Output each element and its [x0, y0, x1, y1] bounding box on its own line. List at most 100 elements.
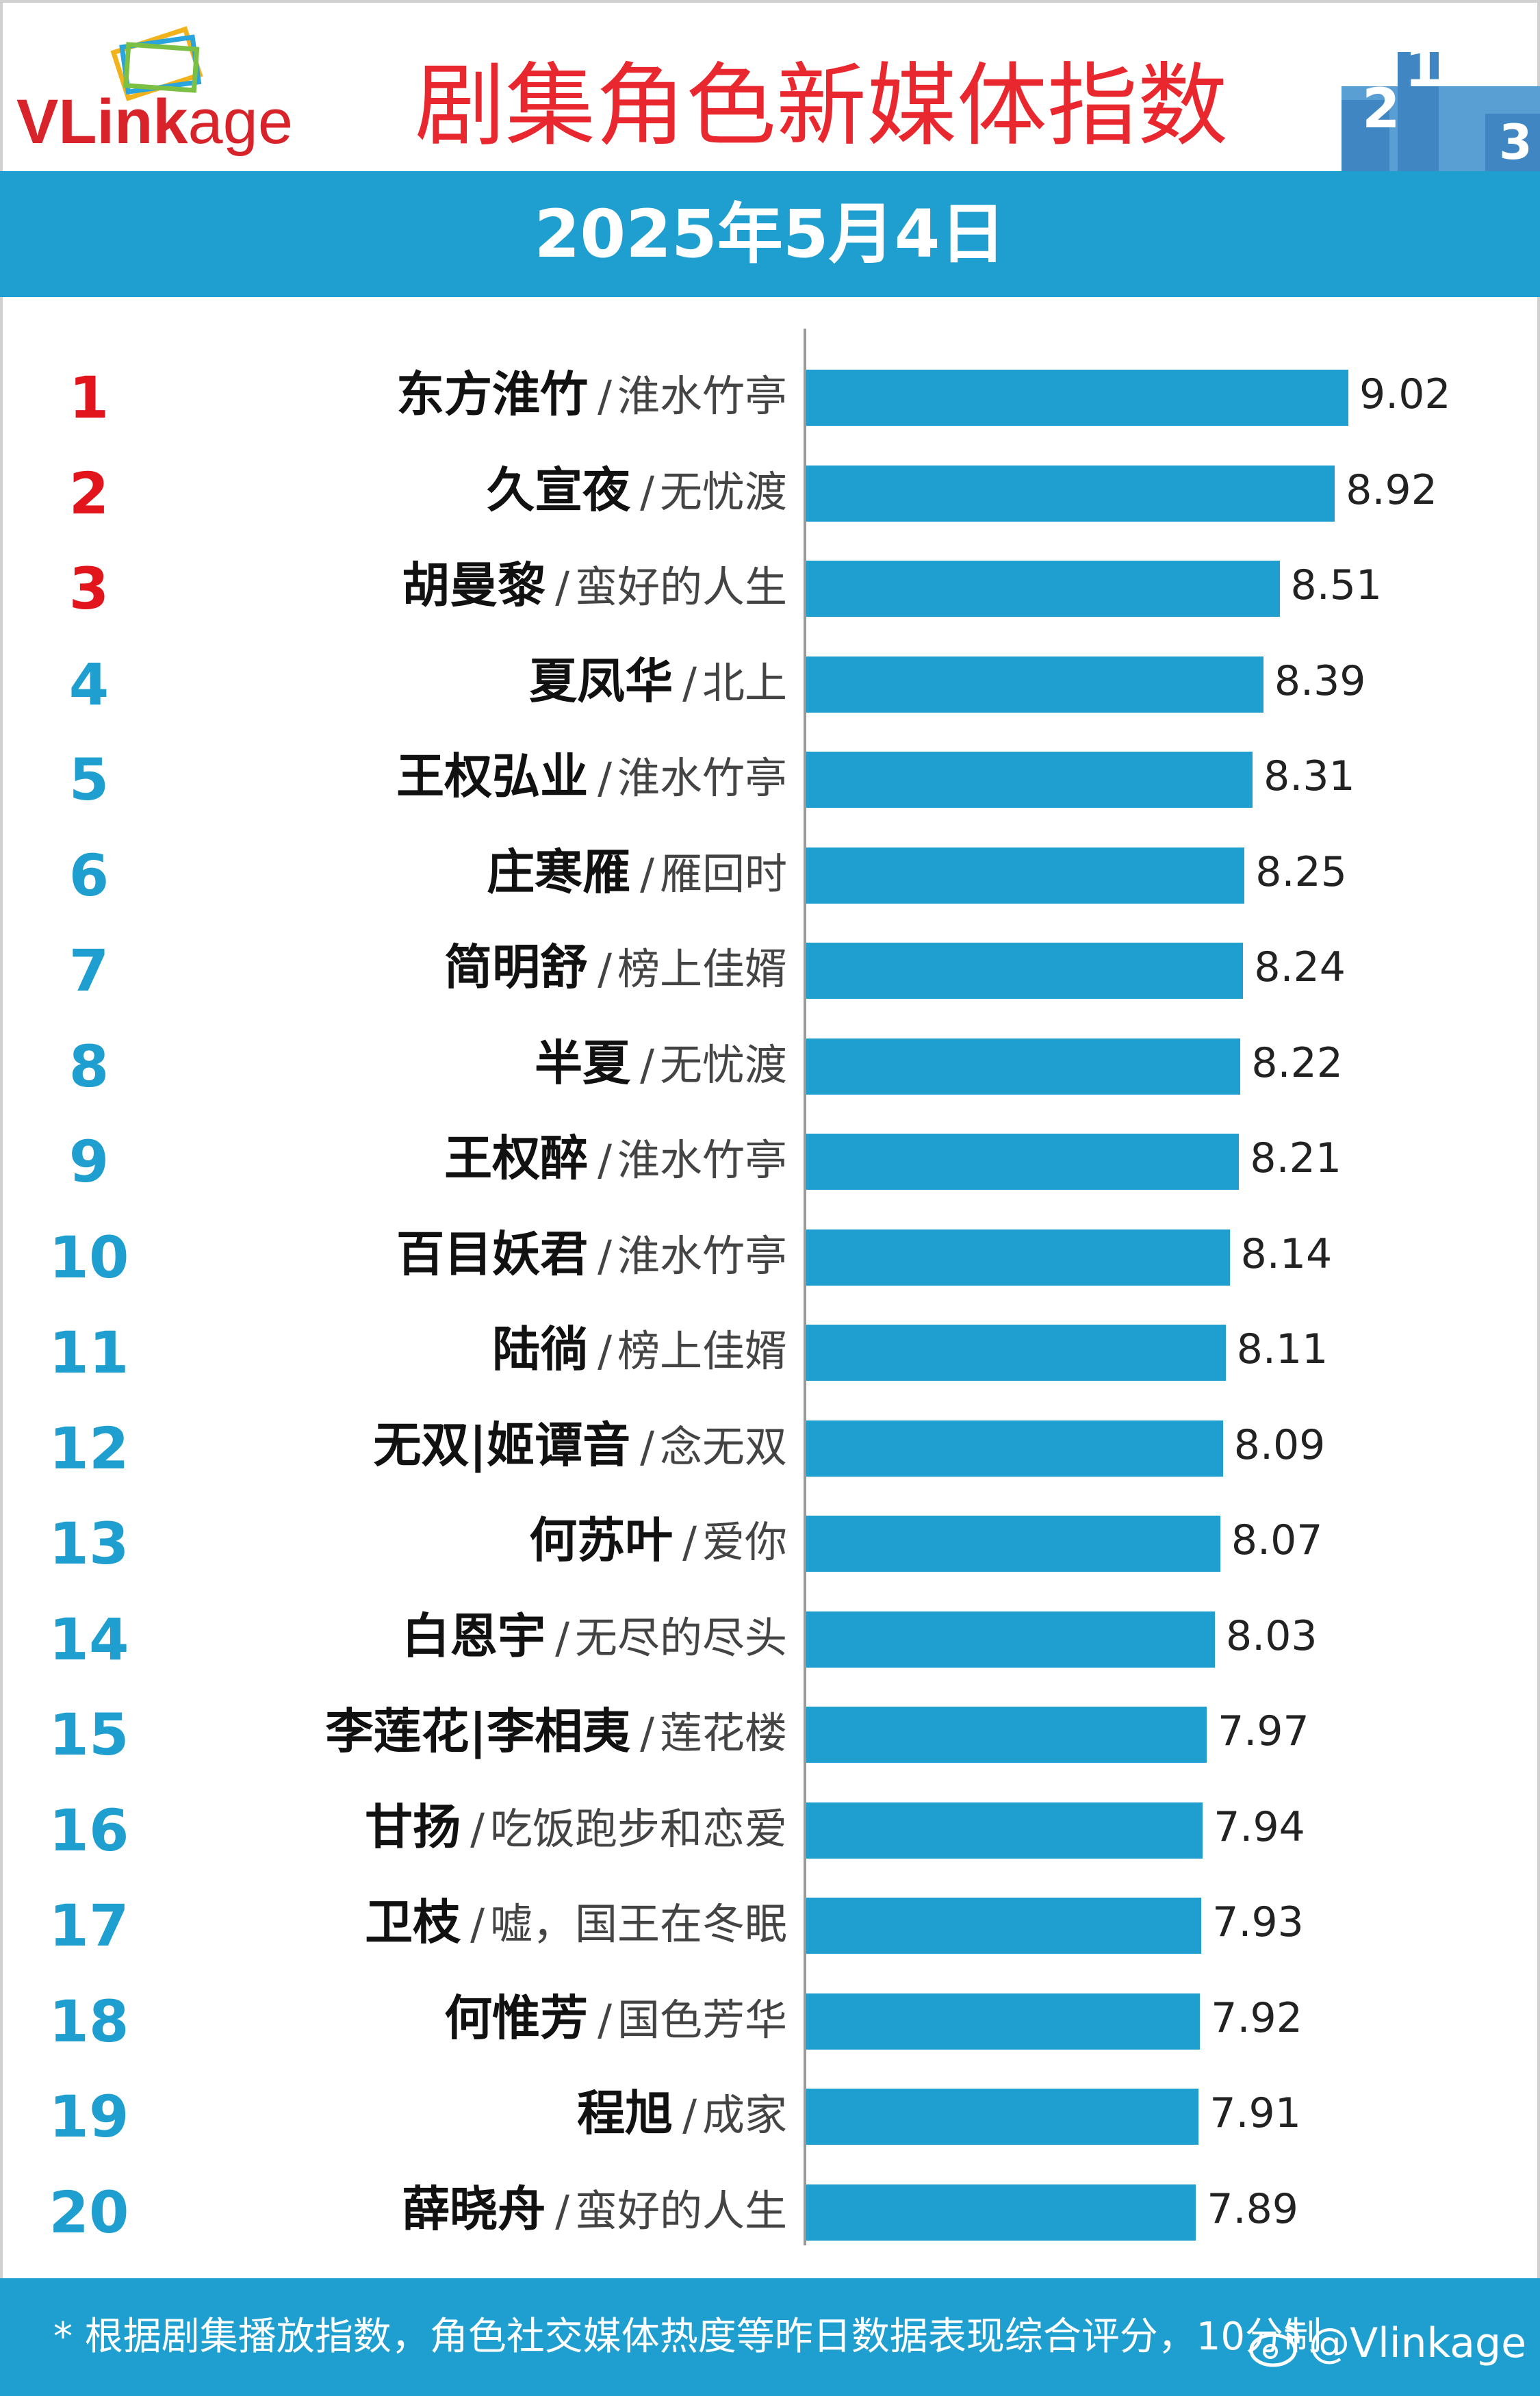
score-bar: [806, 370, 1348, 426]
score-bar: [806, 2184, 1196, 2241]
score-value: 8.51: [1290, 561, 1383, 609]
chart-axis-line: [804, 329, 806, 2245]
drama-title: 淮水竹亭: [617, 371, 787, 421]
score-bar: [806, 1038, 1241, 1095]
chart-row: 18 何惟芳 / 国色芳华 7.92: [0, 1970, 1540, 2066]
rank-number: 17: [49, 1892, 129, 1959]
drama-title: 念无双: [659, 1421, 787, 1472]
label-separator: /: [640, 466, 654, 517]
logo-frames-icon: [110, 26, 203, 101]
score-bar: [806, 1134, 1240, 1190]
row-label: 卫枝 / 嘘，国王在冬眠: [365, 1874, 787, 1970]
label-separator: /: [640, 1421, 654, 1472]
rank-number: 12: [49, 1414, 129, 1482]
score-value: 7.89: [1207, 2184, 1298, 2233]
chart-row: 10 百目妖君 / 淮水竹亭 8.14: [0, 1206, 1540, 1302]
drama-title: 无忧渡: [659, 1039, 787, 1090]
label-separator: /: [598, 1994, 612, 2045]
weibo-icon: [1249, 2325, 1300, 2367]
drama-title: 榜上佳婿: [617, 1326, 787, 1376]
drama-title: 嘘，国王在冬眠: [489, 1899, 787, 1949]
logo-text-light: age: [188, 87, 293, 157]
score-bar: [806, 943, 1244, 999]
date-banner: 2025年5月4日: [0, 171, 1540, 297]
character-name: 久宣夜: [487, 461, 631, 518]
row-label: 王权醉 / 淮水竹亭: [444, 1110, 787, 1206]
drama-title: 蛮好的人生: [574, 562, 787, 612]
score-bar: [806, 847, 1245, 904]
chart-row: 2 久宣夜 / 无忧渡 8.92: [0, 442, 1540, 538]
row-label: 薛晓舟 / 蛮好的人生: [402, 2161, 787, 2257]
row-label: 久宣夜 / 无忧渡: [487, 442, 787, 538]
drama-title: 北上: [702, 657, 787, 708]
row-label: 胡曼黎 / 蛮好的人生: [402, 537, 787, 633]
label-separator: /: [598, 1135, 612, 1185]
score-value: 8.39: [1274, 657, 1366, 705]
character-name: 半夏: [535, 1034, 631, 1091]
rank-number: 4: [68, 650, 110, 718]
character-name: 无双|姬谭音: [373, 1416, 631, 1473]
drama-title: 莲花楼: [659, 1708, 787, 1758]
drama-title: 淮水竹亭: [617, 1230, 787, 1281]
row-label: 王权弘业 / 淮水竹亭: [396, 728, 787, 824]
score-bar: [806, 1611, 1215, 1668]
chart-row: 3 胡曼黎 / 蛮好的人生 8.51: [0, 537, 1540, 633]
rank-number: 15: [49, 1701, 129, 1768]
chart-row: 1 东方淮竹 / 淮水竹亭 9.02: [0, 346, 1540, 442]
chart-row: 17 卫枝 / 嘘，国王在冬眠 7.93: [0, 1874, 1540, 1970]
row-label: 东方淮竹 / 淮水竹亭: [396, 346, 787, 442]
score-bar: [806, 1229, 1230, 1286]
row-label: 半夏 / 无忧渡: [535, 1015, 787, 1111]
label-separator: /: [598, 1230, 612, 1281]
label-separator: /: [470, 1803, 485, 1854]
rank-number: 7: [68, 937, 110, 1004]
label-separator: /: [640, 1039, 654, 1090]
score-bar: [806, 656, 1263, 713]
score-value: 8.24: [1254, 943, 1346, 991]
chart-row: 13 何苏叶 / 爱你 8.07: [0, 1492, 1540, 1588]
score-value: 8.21: [1250, 1134, 1342, 1182]
rank-number: 6: [68, 841, 110, 909]
vlinkage-logo: VLinkage: [16, 26, 338, 156]
rank-number: 3: [68, 555, 110, 622]
chart-row: 11 陆徜 / 榜上佳婿 8.11: [0, 1301, 1540, 1397]
rank-number: 20: [49, 2178, 129, 2246]
drama-title: 爱你: [702, 1517, 787, 1567]
score-bar: [806, 1802, 1203, 1859]
logo-wordmark: VLinkage: [16, 88, 293, 156]
drama-title: 吃饭跑步和恋爱: [489, 1803, 787, 1854]
label-separator: /: [470, 1899, 485, 1949]
character-name: 王权醉: [444, 1130, 589, 1186]
rank-number: 5: [68, 746, 110, 813]
label-separator: /: [598, 371, 612, 421]
rank-number: 10: [49, 1223, 129, 1291]
label-separator: /: [598, 944, 612, 994]
row-label: 无双|姬谭音 / 念无双: [374, 1397, 787, 1493]
drama-title: 蛮好的人生: [574, 2185, 787, 2236]
score-bar: [806, 752, 1253, 808]
character-name: 何苏叶: [529, 1512, 673, 1568]
footnote-text: * 根据剧集播放指数，角色社交媒体热度等昨日数据表现综合评分，10分制: [53, 2315, 1322, 2359]
logo-text-bold: VLink: [16, 87, 188, 157]
row-label: 何惟芳 / 国色芳华: [444, 1970, 787, 2066]
row-label: 程旭 / 成家: [577, 2065, 787, 2161]
row-label: 甘扬 / 吃饭跑步和恋爱: [365, 1779, 787, 1875]
score-bar: [806, 1516, 1220, 1572]
chart-row: 9 王权醉 / 淮水竹亭 8.21: [0, 1110, 1540, 1206]
drama-title: 无尽的尽头: [574, 1612, 787, 1663]
chart-row: 12 无双|姬谭音 / 念无双 8.09: [0, 1397, 1540, 1493]
character-name: 陆徜: [492, 1321, 589, 1377]
score-value: 9.02: [1359, 370, 1451, 418]
row-label: 何苏叶 / 爱你: [529, 1492, 787, 1588]
score-value: 7.91: [1209, 2089, 1301, 2137]
score-value: 8.92: [1346, 466, 1437, 514]
score-value: 8.14: [1240, 1229, 1333, 1278]
label-separator: /: [598, 1326, 612, 1376]
rank-number: 16: [49, 1796, 129, 1864]
score-bar: [806, 561, 1280, 617]
score-value: 8.07: [1231, 1516, 1323, 1564]
score-bar: [806, 465, 1335, 522]
rank-number: 13: [49, 1510, 129, 1577]
label-separator: /: [555, 562, 569, 612]
footer-bar: * 根据剧集播放指数，角色社交媒体热度等昨日数据表现综合评分，10分制 @Vli…: [0, 2278, 1540, 2396]
